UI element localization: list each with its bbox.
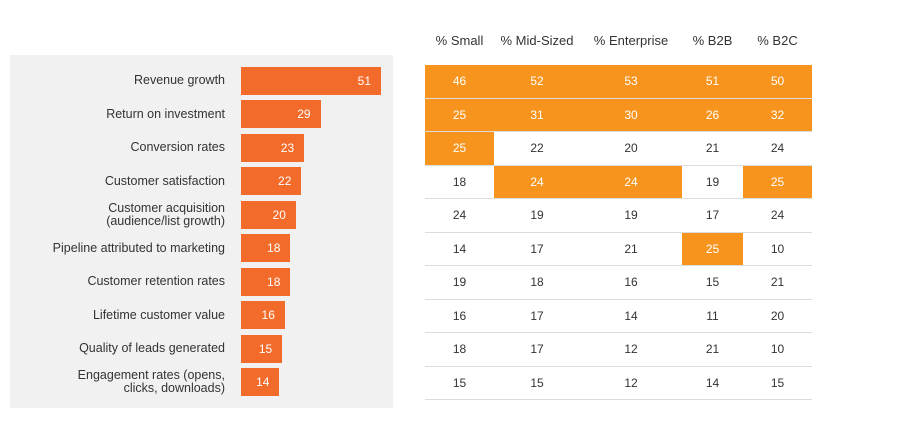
table-cell: 17 — [530, 308, 544, 323]
table-cell: 18 — [452, 342, 467, 357]
row-divider — [425, 332, 812, 333]
table-cell: 15 — [705, 275, 720, 290]
table-cell: 21 — [770, 275, 785, 290]
table-cell: 15 — [452, 375, 467, 390]
bar — [241, 368, 280, 397]
table-cell: 24 — [770, 208, 785, 223]
highlighted-cell: 24 — [494, 165, 580, 198]
table-cell: 18 — [530, 275, 544, 290]
row-divider — [425, 231, 812, 233]
column-header: % Mid-Sized — [500, 33, 574, 48]
table-cell: 19 — [530, 208, 544, 223]
category-label: Engagement rates (opens, clicks, downloa… — [77, 368, 225, 396]
highlighted-cell: 24 — [580, 165, 682, 198]
bar-value-label: 16 — [261, 308, 275, 323]
bar — [241, 267, 291, 296]
column-header: % B2B — [692, 33, 733, 48]
table-cell: 12 — [624, 342, 638, 357]
highlighted-cell: 30 — [580, 98, 682, 131]
bar — [241, 66, 381, 95]
table-cell: 19 — [452, 275, 467, 290]
highlighted-cell: 51 — [682, 65, 743, 98]
highlighted-cell: 53 — [580, 65, 682, 98]
highlighted-cell: 32 — [743, 98, 812, 131]
bar-value-label: 20 — [272, 207, 286, 222]
bar — [241, 200, 296, 229]
table-cell: 14 — [452, 241, 467, 256]
table-cell: 21 — [624, 241, 638, 256]
highlighted-cell: 25 — [425, 98, 494, 131]
table-cell: 14 — [705, 375, 720, 390]
bar — [241, 167, 302, 196]
row-divider — [425, 265, 812, 266]
row-divider — [425, 399, 812, 400]
highlighted-cell: 25 — [425, 132, 494, 165]
table-cell: 21 — [705, 342, 720, 357]
bar-value-label: 18 — [267, 241, 281, 256]
row-divider — [425, 97, 812, 99]
bar-value-label: 14 — [256, 375, 270, 390]
table-cell: 14 — [624, 308, 638, 323]
highlighted-cell: 52 — [494, 65, 580, 98]
table-cell: 17 — [705, 208, 720, 223]
bar-value-label: 51 — [357, 73, 371, 88]
category-label: Pipeline attributed to marketing — [52, 240, 225, 255]
table-cell: 20 — [624, 141, 638, 156]
table-cell: 19 — [705, 174, 720, 189]
table-cell: 10 — [770, 241, 785, 256]
table-cell: 20 — [770, 308, 785, 323]
chart-panel — [10, 55, 393, 408]
row-divider — [425, 365, 812, 367]
row-divider — [425, 131, 812, 132]
table-cell: 17 — [530, 241, 544, 256]
category-label: Customer acquisition (audience/list grow… — [106, 200, 225, 228]
table-cell: 24 — [452, 208, 467, 223]
highlighted-cell: 26 — [682, 98, 743, 131]
bar-value-label: 15 — [258, 341, 273, 356]
bar — [241, 234, 291, 263]
category-label: Customer satisfaction — [104, 173, 225, 188]
category-label: Revenue growth — [133, 73, 225, 88]
highlighted-cell: 50 — [743, 65, 812, 98]
table-cell: 18 — [452, 174, 467, 189]
highlighted-cell: 46 — [425, 65, 494, 98]
bar-value-label: 18 — [267, 274, 281, 289]
table-cell: 12 — [624, 375, 638, 390]
table-cell: 15 — [530, 375, 544, 390]
table-cell: 10 — [770, 342, 785, 357]
table-cell: 11 — [706, 308, 719, 323]
bar — [241, 100, 321, 129]
table-cell: 19 — [624, 208, 638, 223]
column-header: % Enterprise — [593, 33, 669, 48]
highlighted-cell: 25 — [682, 232, 743, 265]
table-cell: 24 — [770, 141, 785, 156]
column-header: % Small — [435, 33, 484, 48]
table-cell: 21 — [705, 141, 720, 156]
bar — [241, 133, 305, 162]
row-divider — [425, 198, 812, 199]
table-cell: 16 — [624, 275, 638, 290]
table-cell: 16 — [452, 308, 467, 323]
row-divider — [425, 164, 812, 166]
bar-value-label: 29 — [297, 107, 311, 122]
bar-value-label: 23 — [280, 140, 295, 155]
category-label: Conversion rates — [130, 140, 226, 155]
bar — [241, 334, 283, 363]
bar — [241, 301, 285, 330]
category-label: Return on investment — [106, 106, 225, 121]
column-header: % B2C — [757, 33, 798, 48]
table-cell: 15 — [770, 375, 785, 390]
bar-value-label: 22 — [278, 174, 292, 189]
category-label: Quality of leads generated — [79, 341, 225, 356]
row-divider — [425, 298, 812, 300]
table-cell: 22 — [530, 141, 544, 156]
table-cell: 17 — [530, 342, 544, 357]
category-label: Lifetime customer value — [92, 307, 225, 322]
category-label: Customer retention rates — [87, 274, 225, 289]
highlighted-cell: 25 — [743, 165, 812, 198]
highlighted-cell: 31 — [494, 98, 580, 131]
